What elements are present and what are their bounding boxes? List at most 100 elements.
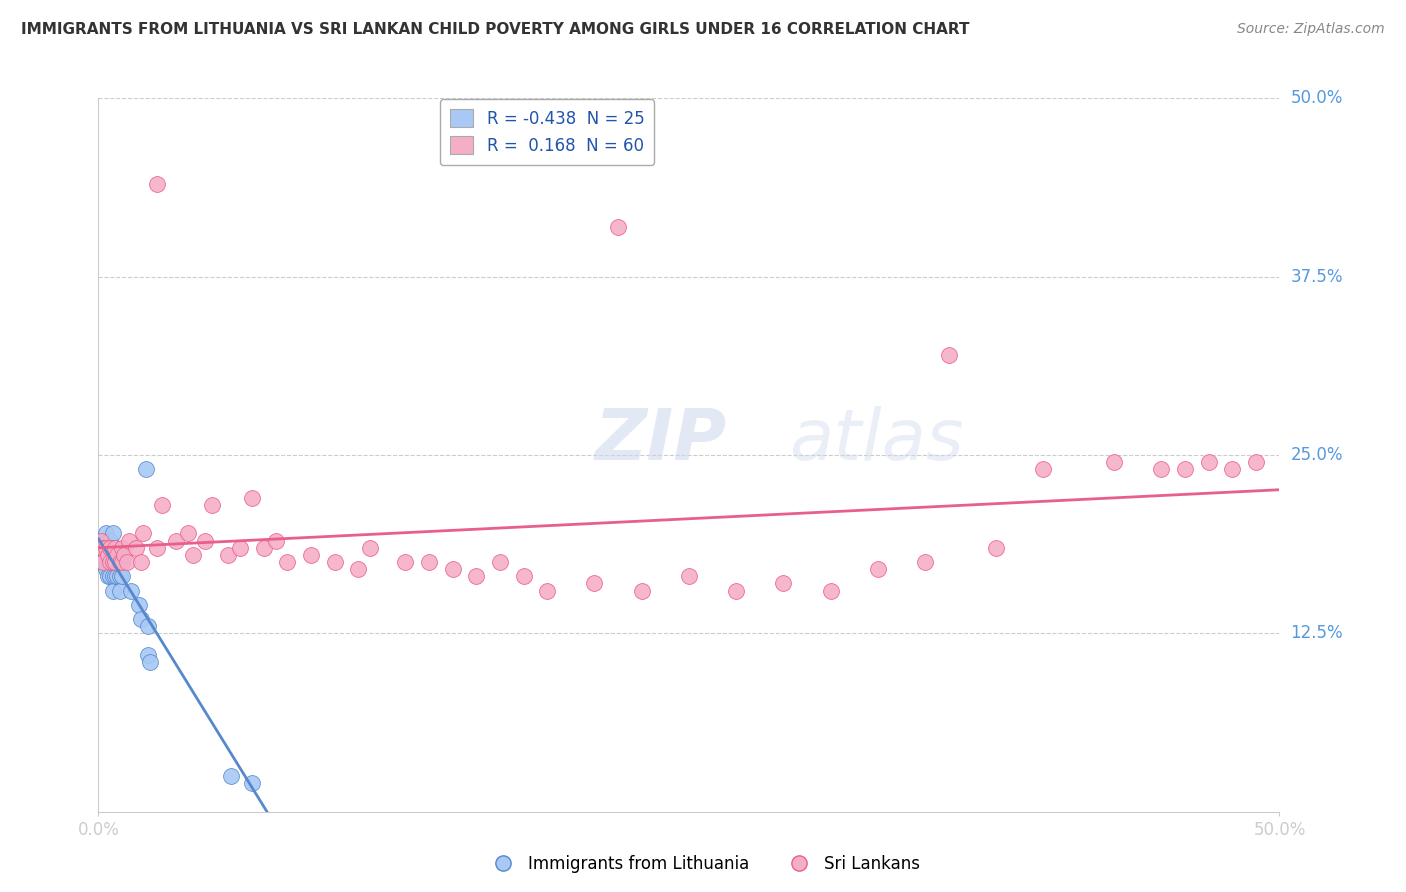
Point xyxy=(98,541,121,555)
Point xyxy=(536,583,558,598)
Point xyxy=(105,555,128,569)
Point xyxy=(97,569,120,583)
Point xyxy=(139,655,162,669)
Point xyxy=(253,541,276,555)
Point xyxy=(108,555,131,569)
Point xyxy=(104,569,127,583)
Point xyxy=(105,548,128,562)
Point xyxy=(90,555,112,569)
Point xyxy=(90,533,112,548)
Point xyxy=(121,583,143,598)
Point xyxy=(1102,455,1125,469)
Point xyxy=(607,219,630,234)
Point xyxy=(217,548,239,562)
Point xyxy=(820,583,842,598)
Point xyxy=(98,569,121,583)
Text: 25.0%: 25.0% xyxy=(1291,446,1343,464)
Legend: R = -0.438  N = 25, R =  0.168  N = 60: R = -0.438 N = 25, R = 0.168 N = 60 xyxy=(440,99,654,165)
Point xyxy=(181,548,204,562)
Point xyxy=(98,533,121,548)
Point xyxy=(91,541,114,555)
Point xyxy=(101,583,124,598)
Point xyxy=(101,569,124,583)
Point xyxy=(111,555,134,569)
Point xyxy=(111,569,134,583)
Point xyxy=(132,526,155,541)
Text: Source: ZipAtlas.com: Source: ZipAtlas.com xyxy=(1237,22,1385,37)
Point xyxy=(129,555,152,569)
Point xyxy=(299,548,322,562)
Point xyxy=(240,491,263,505)
Legend: Immigrants from Lithuania, Sri Lankans: Immigrants from Lithuania, Sri Lankans xyxy=(479,848,927,880)
Point xyxy=(101,526,124,541)
Point xyxy=(94,562,117,576)
Point xyxy=(98,541,121,555)
Point xyxy=(129,612,152,626)
Point xyxy=(678,569,700,583)
Text: 12.5%: 12.5% xyxy=(1291,624,1343,642)
Text: ZIP: ZIP xyxy=(595,406,727,475)
Point xyxy=(441,562,464,576)
Point xyxy=(97,555,120,569)
Point xyxy=(104,541,127,555)
Point xyxy=(104,555,127,569)
Point xyxy=(276,555,298,569)
Point xyxy=(219,769,242,783)
Point xyxy=(1244,455,1267,469)
Point xyxy=(165,533,187,548)
Point xyxy=(98,555,121,569)
Point xyxy=(135,462,157,476)
Point xyxy=(418,555,440,569)
Point xyxy=(150,498,173,512)
Point xyxy=(583,576,606,591)
Point xyxy=(323,555,346,569)
Point xyxy=(1220,462,1243,476)
Point xyxy=(146,541,169,555)
Point xyxy=(125,541,148,555)
Point xyxy=(264,533,287,548)
Point xyxy=(94,541,117,555)
Point xyxy=(914,555,936,569)
Point xyxy=(118,533,141,548)
Point xyxy=(194,533,217,548)
Point xyxy=(240,776,263,790)
Point xyxy=(938,348,960,362)
Point xyxy=(128,598,150,612)
Point xyxy=(108,583,131,598)
Text: 50.0%: 50.0% xyxy=(1291,89,1343,107)
Point xyxy=(725,583,748,598)
Point xyxy=(101,541,124,555)
Text: IMMIGRANTS FROM LITHUANIA VS SRI LANKAN CHILD POVERTY AMONG GIRLS UNDER 16 CORRE: IMMIGRANTS FROM LITHUANIA VS SRI LANKAN … xyxy=(21,22,970,37)
Point xyxy=(201,498,224,512)
Point xyxy=(91,555,114,569)
Point xyxy=(394,555,416,569)
Point xyxy=(111,555,134,569)
Point xyxy=(104,555,127,569)
Point xyxy=(772,576,794,591)
Point xyxy=(1150,462,1173,476)
Point xyxy=(97,548,120,562)
Point xyxy=(136,619,159,633)
Point xyxy=(984,541,1007,555)
Point xyxy=(347,562,370,576)
Text: atlas: atlas xyxy=(789,406,965,475)
Point xyxy=(91,555,114,569)
Point xyxy=(94,548,117,562)
Point xyxy=(177,526,200,541)
Point xyxy=(101,555,124,569)
Point xyxy=(98,555,121,569)
Point xyxy=(94,526,117,541)
Point xyxy=(105,569,128,583)
Point xyxy=(630,583,652,598)
Point xyxy=(101,555,124,569)
Point xyxy=(1032,462,1054,476)
Point xyxy=(136,648,159,662)
Point xyxy=(489,555,512,569)
Point xyxy=(108,569,131,583)
Point xyxy=(866,562,889,576)
Point xyxy=(97,533,120,548)
Point xyxy=(108,555,131,569)
Point xyxy=(1174,462,1197,476)
Point xyxy=(512,569,534,583)
Point xyxy=(91,533,114,548)
